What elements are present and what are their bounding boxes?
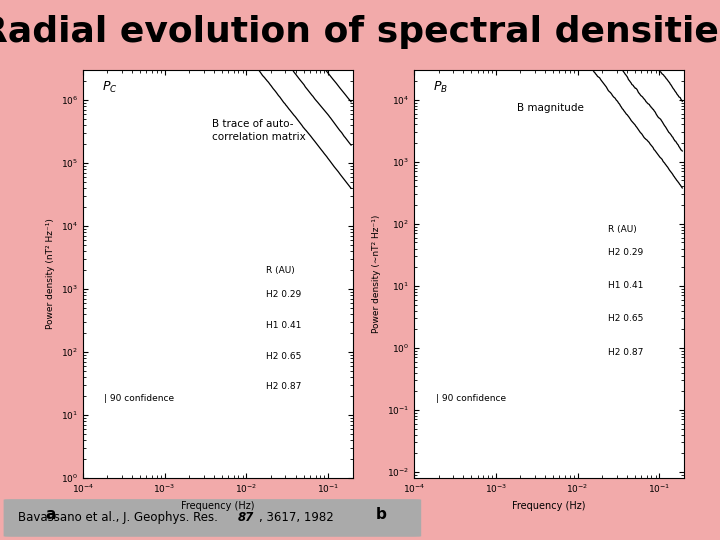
FancyBboxPatch shape: [4, 499, 421, 537]
Text: Radial evolution of spectral densities: Radial evolution of spectral densities: [0, 16, 720, 49]
Text: H1 0.41: H1 0.41: [266, 321, 302, 330]
Text: B magnitude: B magnitude: [516, 103, 583, 113]
Text: H1 0.41: H1 0.41: [608, 281, 644, 290]
Text: $P_B$: $P_B$: [433, 80, 448, 96]
Text: $P_C$: $P_C$: [102, 80, 117, 96]
Text: | 90 confidence: | 90 confidence: [436, 394, 505, 403]
Text: H2 0.87: H2 0.87: [266, 382, 302, 391]
Y-axis label: Power density (nT² Hz⁻¹): Power density (nT² Hz⁻¹): [46, 219, 55, 329]
Text: H2 0.29: H2 0.29: [608, 247, 644, 256]
Text: H2 0.65: H2 0.65: [266, 352, 302, 361]
X-axis label: Frequency (Hz): Frequency (Hz): [181, 501, 255, 511]
Text: H2 0.65: H2 0.65: [608, 314, 644, 323]
X-axis label: Frequency (Hz): Frequency (Hz): [512, 501, 586, 511]
Y-axis label: Power density (∼nT² Hz⁻¹): Power density (∼nT² Hz⁻¹): [372, 215, 382, 333]
Text: H2 0.87: H2 0.87: [608, 348, 644, 357]
Text: Bavassano et al., J. Geophys. Res.: Bavassano et al., J. Geophys. Res.: [18, 510, 222, 524]
Text: b: b: [376, 507, 387, 522]
Text: , 3617, 1982: , 3617, 1982: [259, 510, 334, 524]
Text: R (AU): R (AU): [608, 225, 637, 234]
Text: a: a: [45, 507, 55, 522]
Text: H2 0.29: H2 0.29: [266, 291, 302, 299]
Text: 87: 87: [238, 510, 254, 524]
Text: B trace of auto-
correlation matrix: B trace of auto- correlation matrix: [212, 119, 306, 143]
Text: | 90 confidence: | 90 confidence: [104, 394, 174, 403]
Text: R (AU): R (AU): [266, 266, 295, 275]
